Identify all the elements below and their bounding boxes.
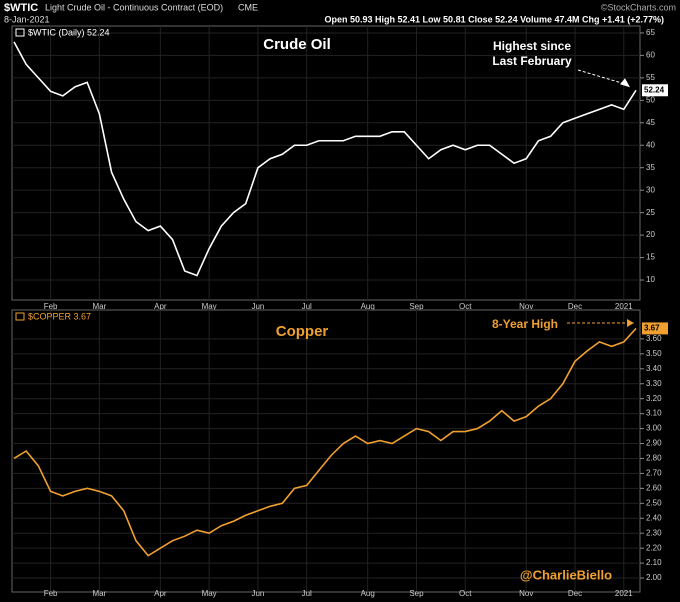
y-tick-label: 2.70 — [646, 469, 662, 478]
y-tick-label: 35 — [646, 163, 655, 172]
y-tick-label: 3.60 — [646, 334, 662, 343]
legend-swatch — [15, 312, 25, 321]
y-tick-label: 3.00 — [646, 424, 662, 433]
exchange: CME — [238, 2, 258, 12]
credit: @CharlieBiello — [520, 567, 612, 582]
annotation-arrow — [577, 69, 627, 85]
last-value: 52.24 — [644, 85, 665, 94]
y-tick-label: 65 — [646, 28, 655, 37]
y-tick-label: 10 — [646, 275, 655, 284]
x-tick-label: Sep — [409, 589, 424, 598]
y-tick-label: 40 — [646, 140, 655, 149]
legend: $WTIC (Daily) 52.24 — [28, 27, 110, 37]
date: 8-Jan-2021 — [4, 14, 50, 24]
y-tick-label: 55 — [646, 73, 655, 82]
last-value-box — [642, 322, 668, 335]
y-tick-label: 2.00 — [646, 573, 662, 582]
y-tick-label: 2.30 — [646, 528, 662, 537]
x-tick-label: Jul — [302, 589, 312, 598]
y-tick-label: 3.50 — [646, 349, 662, 358]
x-tick-label: 2021 — [615, 302, 633, 311]
y-tick-label: 3.30 — [646, 379, 662, 388]
y-tick-label: 20 — [646, 230, 655, 239]
price-line — [13, 327, 637, 557]
x-tick-label: Oct — [459, 302, 472, 311]
y-tick-label: 3.10 — [646, 409, 662, 418]
x-tick-label: Jul — [302, 302, 312, 311]
y-tick-label: 25 — [646, 208, 655, 217]
annotation: Last February — [492, 54, 572, 68]
x-tick-label: Feb — [44, 302, 58, 311]
x-tick-label: Mar — [92, 302, 106, 311]
x-tick-label: Apr — [154, 302, 167, 311]
y-tick-label: 2.40 — [646, 513, 662, 522]
x-tick-label: 2021 — [615, 589, 633, 598]
panel-frame — [11, 25, 641, 301]
y-tick-label: 45 — [646, 118, 655, 127]
chart-title: Copper — [276, 323, 329, 340]
y-tick-label: 3.20 — [646, 394, 662, 403]
legend-swatch — [15, 28, 25, 37]
y-tick-label: 2.10 — [646, 558, 662, 567]
x-tick-label: Jun — [251, 589, 264, 598]
symbol: $WTIC — [4, 2, 38, 14]
y-tick-label: 3.40 — [646, 364, 662, 373]
panel-frame — [11, 309, 641, 593]
quote: Open 50.93 High 52.41 Low 50.81 Close 52… — [325, 14, 664, 24]
y-tick-label: 30 — [646, 185, 655, 194]
last-value-box — [642, 84, 668, 97]
x-tick-label: May — [202, 589, 217, 598]
description: Light Crude Oil - Continuous Contract (E… — [45, 2, 223, 12]
price-line — [13, 41, 637, 277]
annotation: 8-Year High — [492, 317, 558, 331]
credit: ©StockCharts.com — [601, 2, 676, 12]
legend: $COPPER 3.67 — [28, 311, 91, 321]
y-tick-label: 2.50 — [646, 498, 662, 507]
y-tick-label: 2.20 — [646, 543, 662, 552]
y-tick-label: 60 — [646, 51, 655, 60]
y-tick-label: 2.60 — [646, 483, 662, 492]
x-tick-label: Dec — [568, 589, 582, 598]
x-tick-label: Nov — [519, 589, 533, 598]
x-tick-label: May — [202, 302, 217, 311]
x-tick-label: Nov — [519, 302, 533, 311]
x-tick-label: Feb — [44, 589, 58, 598]
x-tick-label: Dec — [568, 302, 582, 311]
x-tick-label: Sep — [409, 302, 424, 311]
y-tick-label: 2.80 — [646, 454, 662, 463]
x-tick-label: Oct — [459, 589, 472, 598]
arrow-head — [627, 319, 634, 327]
y-tick-label: 2.90 — [646, 439, 662, 448]
x-tick-label: Jun — [251, 302, 264, 311]
last-value: 3.67 — [644, 324, 660, 333]
annotation: Highest since — [493, 39, 571, 53]
x-tick-label: Aug — [361, 589, 375, 598]
chart-title: Crude Oil — [263, 36, 331, 53]
x-tick-label: Apr — [154, 589, 167, 598]
x-tick-label: Aug — [361, 302, 375, 311]
x-tick-label: Mar — [92, 589, 106, 598]
y-tick-label: 50 — [646, 95, 655, 104]
y-tick-label: 15 — [646, 253, 655, 262]
arrow-head — [620, 78, 630, 88]
